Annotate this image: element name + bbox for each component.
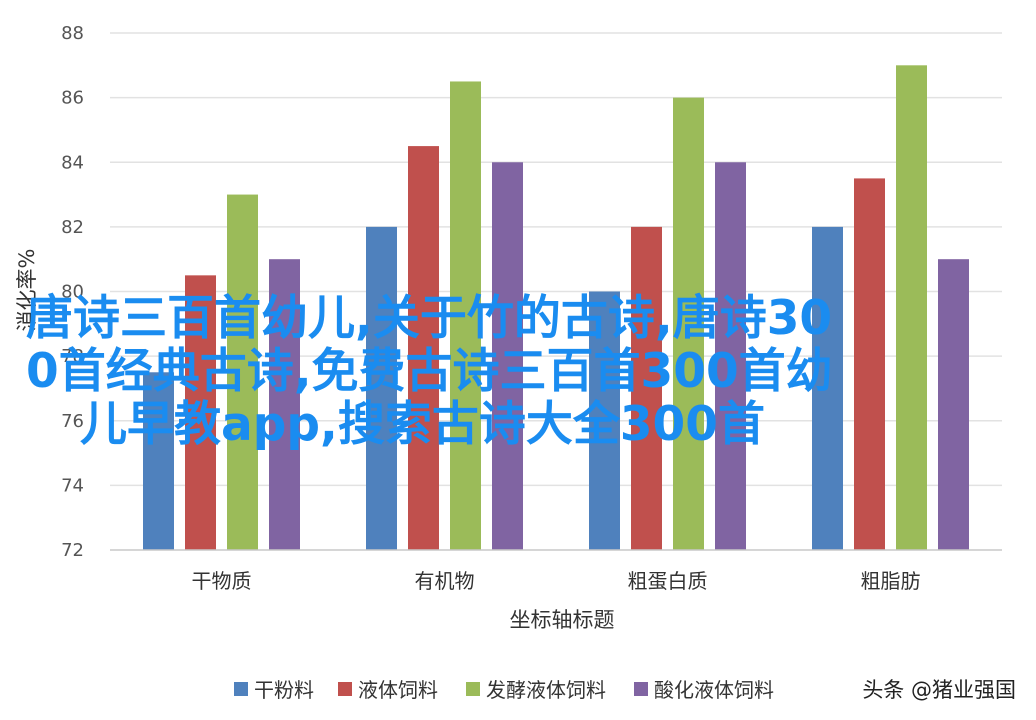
gridlines: [110, 32, 1002, 487]
bar: [143, 372, 174, 550]
y-tick-label: 76: [61, 411, 84, 432]
legend-swatch: [634, 682, 648, 696]
legend-swatch: [338, 682, 352, 696]
bar: [185, 275, 216, 550]
bar: [366, 226, 397, 550]
legend-label: 液体饲料: [358, 678, 438, 702]
y-axis-title: 消化率%: [15, 249, 39, 332]
y-tick-label: 82: [61, 217, 84, 238]
legend-swatch: [234, 682, 248, 696]
y-tick-label: 80: [61, 282, 84, 303]
category-label: 干物质: [192, 569, 252, 593]
bar: [631, 226, 662, 550]
y-tick-label: 88: [61, 23, 84, 44]
legend-label: 干粉料: [254, 678, 314, 702]
legend-swatch: [466, 682, 480, 696]
category-label: 粗脂肪: [861, 569, 921, 593]
bar: [812, 226, 843, 550]
y-tick-label: 72: [61, 540, 84, 561]
bar: [408, 146, 439, 550]
y-tick-label: 74: [61, 475, 84, 496]
bar: [938, 259, 969, 550]
y-tick-label: 84: [61, 152, 84, 173]
bar: [589, 291, 620, 550]
x-axis-title: 坐标轴标题: [510, 608, 615, 632]
category-label: 有机物: [415, 569, 475, 593]
overlay-line-2: 0首经典古诗,免费古诗三百首300首幼: [26, 344, 833, 399]
bar: [450, 81, 481, 550]
overlay-text: 唐诗三百首幼儿,关于竹的古诗,唐诗30 0首经典古诗,免费古诗三百首300首幼 …: [26, 291, 833, 452]
bar: [227, 194, 258, 550]
bars: [143, 65, 969, 550]
y-tick-label: 78: [61, 346, 84, 367]
bar: [269, 259, 300, 550]
bar: [673, 97, 704, 550]
legend: 干粉料 液体饲料 发酵液体饲料 酸化液体饲料: [234, 678, 774, 702]
y-tick-label: 86: [61, 88, 84, 109]
y-axis-ticks: 72 74 76 78 80 82 84 86 88: [61, 23, 84, 561]
category-label: 粗蛋白质: [628, 569, 708, 593]
bar: [854, 178, 885, 550]
overlay-line-1: 唐诗三百首幼儿,关于竹的古诗,唐诗30: [26, 291, 832, 346]
bar: [492, 162, 523, 550]
overlay-line-3: 儿早教app,搜索古诗大全300首: [80, 397, 765, 452]
bar: [896, 65, 927, 550]
category-labels: 干物质 有机物 粗蛋白质 粗脂肪: [192, 569, 921, 593]
legend-label: 发酵液体饲料: [486, 678, 606, 702]
watermark: 头条 @猪业强国: [862, 678, 1016, 702]
bar: [715, 162, 746, 550]
legend-label: 酸化液体饲料: [654, 678, 774, 702]
